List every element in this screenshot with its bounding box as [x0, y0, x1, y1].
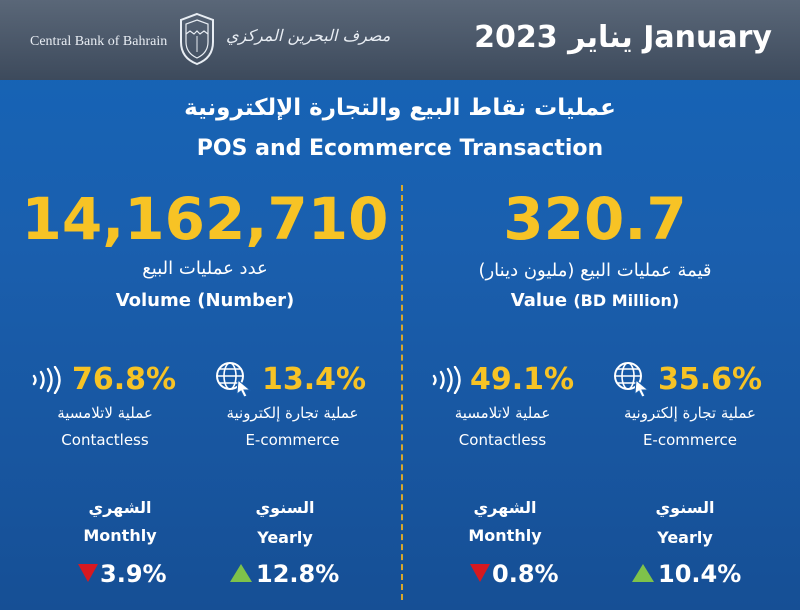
volume-ecommerce-pct: 13.4%	[262, 362, 367, 397]
report-month: يناير 2023 January	[474, 20, 772, 55]
value-yearly-change: 10.4%	[632, 560, 741, 588]
column-divider	[401, 185, 403, 600]
value-ecommerce-pct: 35.6%	[658, 362, 763, 397]
volume-contactless-en: Contactless	[61, 431, 149, 449]
volume-monthly-change-value: 3.9%	[100, 560, 167, 588]
value-big-number: 320.7	[503, 185, 687, 253]
volume-ecommerce-en: E-commerce	[245, 431, 340, 449]
value-label-ar: قيمة عمليات البيع (مليون دينار)	[478, 260, 712, 281]
up-arrow-icon	[230, 564, 252, 582]
up-arrow-icon	[632, 564, 654, 582]
down-arrow-icon	[470, 564, 490, 582]
value-contactless-en: Contactless	[458, 431, 547, 449]
value-yearly-en: Yearly	[657, 528, 713, 547]
volume-monthly-change: 3.9%	[78, 560, 167, 588]
value-ecommerce-ar: عملية تجارة إلكترونية	[623, 404, 757, 422]
globe-cursor-icon	[614, 362, 650, 398]
volume-monthly-ar: الشهري	[88, 498, 152, 517]
bank-crest-logo	[180, 12, 214, 66]
volume-monthly-en: Monthly	[83, 526, 157, 545]
contactless-icon	[432, 366, 461, 394]
header-bar: Central Bank of Bahrain مصرف البحرين الم…	[0, 0, 800, 80]
volume-label-ar: عدد عمليات البيع	[142, 258, 268, 279]
contactless-icon	[32, 366, 61, 394]
value-contactless-ar: عملية لاتلامسية	[454, 404, 551, 422]
value-label-en-main: Value	[510, 290, 568, 311]
volume-ecommerce-ar: عملية تجارة إلكترونية	[226, 404, 359, 422]
volume-yearly-change: 12.8%	[230, 560, 339, 588]
volume-yearly-en: Yearly	[257, 528, 313, 547]
value-monthly-ar: الشهري	[473, 498, 537, 517]
volume-yearly-change-value: 12.8%	[256, 560, 340, 588]
globe-cursor-icon	[216, 362, 252, 398]
volume-contactless-ar: عملية لاتلامسية	[57, 404, 153, 422]
bank-name-en: Central Bank of Bahrain	[30, 34, 168, 49]
volume-yearly-ar: السنوي	[255, 498, 315, 517]
title-english: POS and Ecommerce Transaction	[196, 136, 604, 161]
value-label-en: Value (BD Million)	[410, 290, 780, 311]
volume-label-en: Volume (Number)	[115, 290, 295, 311]
value-monthly-change-value: 0.8%	[492, 560, 559, 588]
value-monthly-en: Monthly	[468, 526, 542, 545]
volume-big-number: 14,162,710	[21, 185, 389, 253]
down-arrow-icon	[78, 564, 98, 582]
value-contactless-pct: 49.1%	[470, 362, 575, 397]
bank-name-ar: مصرف البحرين المركزي	[226, 26, 391, 45]
title-arabic: عمليات نقاط البيع والتجارة الإلكترونية	[184, 95, 616, 121]
value-yearly-ar: السنوي	[655, 498, 715, 517]
value-monthly-change: 0.8%	[470, 560, 559, 588]
value-ecommerce-en: E-commerce	[642, 431, 738, 449]
value-yearly-change-value: 10.4%	[658, 560, 742, 588]
volume-contactless-pct: 76.8%	[72, 362, 177, 397]
value-label-en-sub: (BD Million)	[573, 291, 680, 310]
